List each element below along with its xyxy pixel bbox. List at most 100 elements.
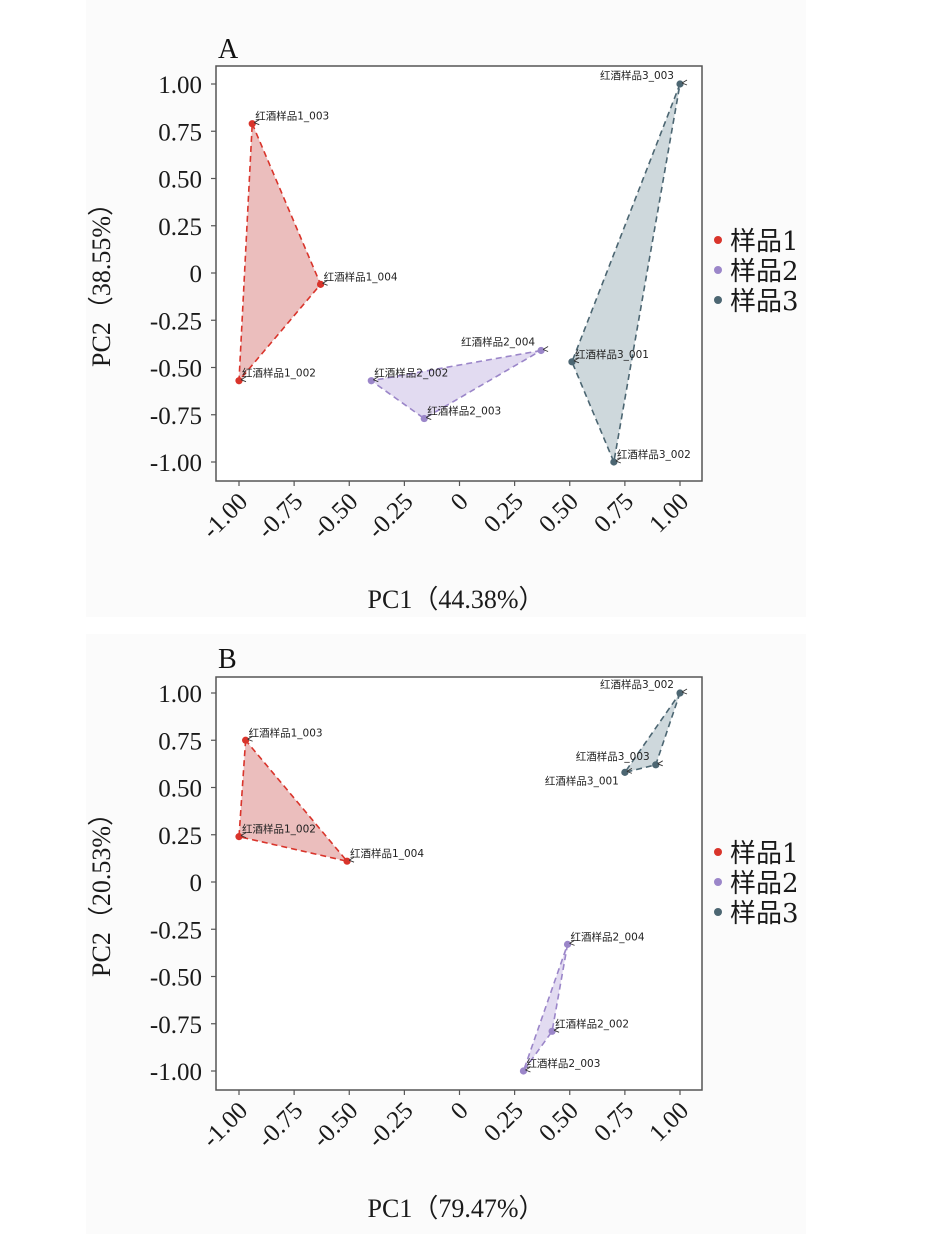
point-label: 红酒样品2_003 (526, 1057, 600, 1070)
x-tick-label: -0.75 (252, 1097, 308, 1153)
y-axis-title: PC2（38.55%） (87, 190, 116, 367)
panel-a-chart: 1.000.750.500.250-0.25-0.50-0.75-1.00-1.… (87, 65, 799, 614)
y-tick-label: -0.50 (150, 356, 202, 383)
data-point (652, 761, 660, 769)
legend-marker-icon (714, 266, 722, 274)
point-label: 红酒样品3_001 (575, 348, 649, 361)
data-point (242, 736, 250, 744)
x-tick-label: 0.25 (479, 488, 529, 538)
point-label: 红酒样品3_002 (617, 448, 691, 461)
legend-marker-icon (714, 236, 722, 244)
data-point (248, 120, 256, 128)
data-point (548, 1027, 556, 1035)
legend-item: 样品1 (730, 227, 799, 257)
label-arrow-icon (240, 832, 247, 839)
x-tick-label: -1.00 (197, 1097, 253, 1153)
point-label: 红酒样品1_004 (350, 847, 424, 860)
label-arrow-icon (553, 1026, 560, 1033)
y-tick-label: 0 (190, 261, 203, 288)
point-label: 红酒样品2_002 (374, 367, 448, 380)
y-tick-label: 0.75 (158, 728, 202, 755)
label-arrow-icon (681, 688, 688, 695)
label-arrow-icon (373, 376, 379, 383)
data-point (235, 377, 243, 385)
y-tick-label: 0.25 (158, 214, 202, 241)
data-point (676, 80, 684, 88)
y-tick-label: -0.25 (150, 308, 202, 335)
point-label: 红酒样品1_002 (242, 367, 316, 380)
x-tick-label: -0.25 (363, 488, 419, 544)
x-tick-label: -0.50 (308, 488, 364, 544)
data-point (235, 833, 243, 841)
legend-item: 样品3 (730, 287, 799, 317)
data-point (420, 414, 428, 423)
y-tick-label: -0.50 (150, 965, 202, 992)
x-tick-label: 0.75 (589, 1097, 639, 1147)
data-point (343, 857, 351, 865)
y-tick-label: -0.25 (150, 917, 202, 944)
point-label: 红酒样品2_003 (427, 405, 501, 418)
y-tick-label: -0.75 (150, 1012, 202, 1039)
point-label: 红酒样品1_004 (324, 270, 398, 283)
x-tick-label: 0.25 (479, 1097, 529, 1147)
y-tick-label: -0.75 (150, 403, 202, 430)
legend-marker-icon (714, 908, 722, 916)
label-arrow-icon (569, 939, 575, 946)
y-tick-label: 0.50 (158, 167, 202, 194)
legend-item: 样品2 (730, 257, 799, 287)
label-arrow-icon (615, 457, 622, 464)
legend-marker-icon (714, 296, 722, 304)
x-tick-label: 0.50 (534, 1097, 584, 1147)
x-tick-label: -0.25 (363, 1097, 419, 1153)
label-arrow-icon (322, 279, 328, 286)
point-label: 红酒样品1_003 (255, 110, 329, 123)
label-arrow-icon (626, 767, 633, 774)
point-label: 红酒样品2_004 (461, 335, 535, 348)
y-tick-label: -1.00 (150, 450, 202, 477)
label-arrow-icon (425, 414, 432, 420)
point-label: 红酒样品3_001 (545, 774, 619, 787)
cluster-hull-1 (238, 123, 322, 384)
data-point (537, 346, 545, 355)
label-arrow-icon (348, 856, 355, 863)
data-point (316, 280, 325, 288)
point-label: 红酒样品1_002 (242, 823, 316, 836)
label-arrow-icon (525, 1066, 531, 1073)
x-axis-title: PC1（79.47%） (368, 1194, 545, 1223)
cluster-hull-3 (571, 83, 681, 465)
data-point (610, 458, 618, 466)
x-tick-label: 1.00 (644, 1097, 694, 1147)
y-tick-label: 1.00 (158, 72, 202, 99)
y-tick-label: 0.75 (158, 119, 202, 146)
label-arrow-icon (681, 79, 688, 86)
x-tick-label: 0.75 (589, 488, 639, 538)
y-tick-label: 0 (190, 870, 203, 897)
x-tick-label: -0.75 (252, 488, 308, 544)
y-tick-label: 1.00 (158, 681, 202, 708)
x-tick-label: -1.00 (197, 488, 253, 544)
x-tick-label: 0 (446, 1097, 474, 1125)
label-arrow-icon (657, 760, 663, 767)
legend-item: 样品1 (730, 839, 799, 869)
data-point (519, 1067, 528, 1075)
point-label: 红酒样品1_003 (249, 726, 323, 739)
label-arrow-icon (247, 735, 253, 742)
data-point (676, 689, 684, 697)
y-tick-label: 0.50 (158, 776, 202, 803)
label-arrow-icon (240, 376, 247, 383)
cluster-hull-2 (369, 349, 542, 420)
data-point (621, 768, 629, 776)
point-label: 红酒样品3_003 (600, 69, 674, 82)
cluster-hull-3 (623, 692, 681, 774)
point-label: 红酒样品3_002 (600, 678, 674, 691)
data-point (367, 377, 375, 385)
panel-b-chart: 1.000.750.500.250-0.25-0.50-0.75-1.00-1.… (87, 676, 799, 1223)
x-tick-label: -0.50 (308, 1097, 364, 1153)
legend-marker-icon (714, 848, 722, 856)
panel-a-letter: A (218, 34, 239, 65)
point-label: 红酒样品2_002 (555, 1017, 629, 1030)
label-arrow-icon (573, 357, 580, 364)
point-label: 红酒样品2_004 (571, 930, 645, 943)
point-label: 红酒样品3_003 (576, 750, 650, 763)
